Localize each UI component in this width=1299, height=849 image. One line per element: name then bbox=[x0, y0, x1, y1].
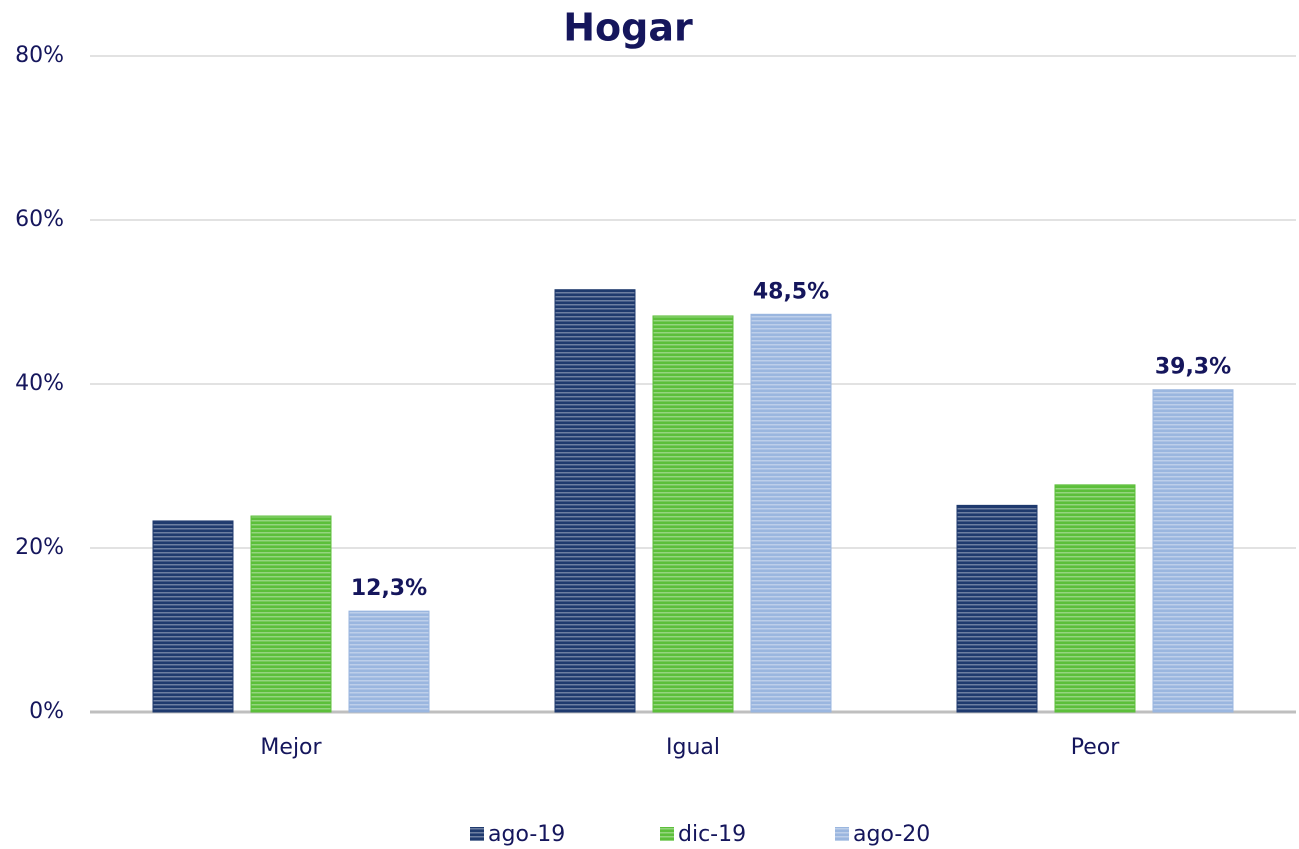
legend-label: dic-19 bbox=[678, 822, 746, 847]
bar bbox=[750, 313, 832, 713]
value-label: 48,5% bbox=[753, 279, 829, 304]
y-tick-label: 80% bbox=[15, 43, 64, 68]
legend-swatch bbox=[470, 827, 484, 841]
y-tick-label: 60% bbox=[15, 207, 64, 232]
value-label: 39,3% bbox=[1155, 355, 1231, 380]
legend-label: ago-19 bbox=[488, 822, 565, 847]
x-tick-label: Mejor bbox=[260, 735, 322, 760]
legend-swatch bbox=[835, 827, 849, 841]
bar bbox=[1152, 389, 1234, 713]
bar bbox=[152, 520, 234, 713]
legend-swatch bbox=[660, 827, 674, 841]
legend-label: ago-20 bbox=[853, 822, 930, 847]
y-tick-label: 0% bbox=[29, 699, 64, 724]
x-tick-label: Igual bbox=[666, 735, 720, 760]
chart-title: Hogar bbox=[563, 6, 693, 50]
value-label: 12,3% bbox=[351, 576, 427, 601]
bar bbox=[652, 315, 734, 713]
y-tick-label: 40% bbox=[15, 371, 64, 396]
bar bbox=[1054, 484, 1136, 713]
x-tick-label: Peor bbox=[1071, 735, 1120, 760]
bar bbox=[348, 610, 430, 713]
y-tick-label: 20% bbox=[15, 535, 64, 560]
bar bbox=[250, 515, 332, 713]
bar bbox=[554, 289, 636, 713]
bar bbox=[956, 504, 1038, 713]
